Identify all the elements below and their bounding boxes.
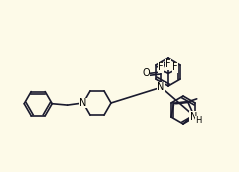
Text: O: O <box>142 68 150 78</box>
Text: H: H <box>195 116 201 125</box>
Text: N: N <box>79 98 87 108</box>
Text: F: F <box>165 59 171 69</box>
Text: F: F <box>172 62 178 72</box>
Text: F: F <box>158 62 164 72</box>
Text: N: N <box>190 112 197 122</box>
Text: N: N <box>157 82 165 92</box>
